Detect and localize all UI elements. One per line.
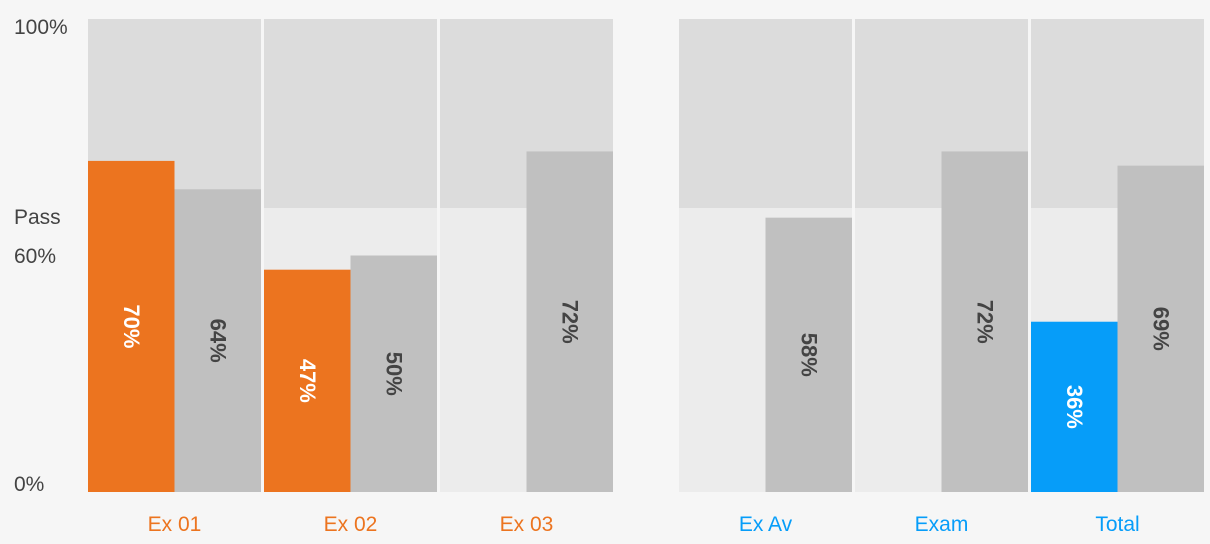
x-label-ex-01: Ex 01 (148, 513, 202, 536)
value-label-secondary-ex-av: 58% (796, 333, 821, 377)
bar-secondary-ex-02 (350, 255, 437, 492)
y-label-0: 0% (14, 473, 44, 496)
y-label-pass: Pass (14, 206, 61, 229)
x-label-ex-av: Ex Av (739, 513, 793, 536)
plot-area: 70% 64% Ex 01 47% 50% Ex 02 72% Ex 03 58% Ex Av 72… (88, 19, 1204, 536)
bar-secondary-ex-01 (174, 189, 261, 492)
bar-secondary-ex-av (765, 217, 852, 492)
bar-primary-ex-02 (264, 269, 351, 492)
value-label-secondary-exam: 72% (972, 300, 997, 344)
x-label-total: Total (1095, 513, 1139, 536)
bar-secondary-ex-03 (526, 151, 613, 492)
x-label-exam: Exam (915, 513, 969, 536)
value-label-primary-total: 36% (1062, 385, 1087, 429)
bar-secondary-total (1117, 165, 1204, 492)
value-label-secondary-ex-03: 72% (557, 300, 582, 344)
x-label-ex-02: Ex 02 (324, 513, 378, 536)
track-upper-ex-av (679, 19, 852, 209)
y-label-100: 100% (14, 16, 68, 39)
value-label-primary-ex-01: 70% (119, 304, 144, 348)
bar-secondary-exam (941, 151, 1028, 492)
value-label-secondary-ex-01: 64% (205, 319, 230, 363)
y-label-60: 60% (14, 245, 56, 268)
bar-primary-ex-01 (88, 160, 175, 492)
value-label-primary-ex-02: 47% (295, 359, 320, 403)
value-label-secondary-ex-02: 50% (381, 352, 406, 396)
value-label-secondary-total: 69% (1148, 307, 1173, 351)
bar-primary-total (1031, 321, 1118, 492)
track-upper-ex-02 (264, 19, 437, 209)
x-label-ex-03: Ex 03 (500, 513, 554, 536)
